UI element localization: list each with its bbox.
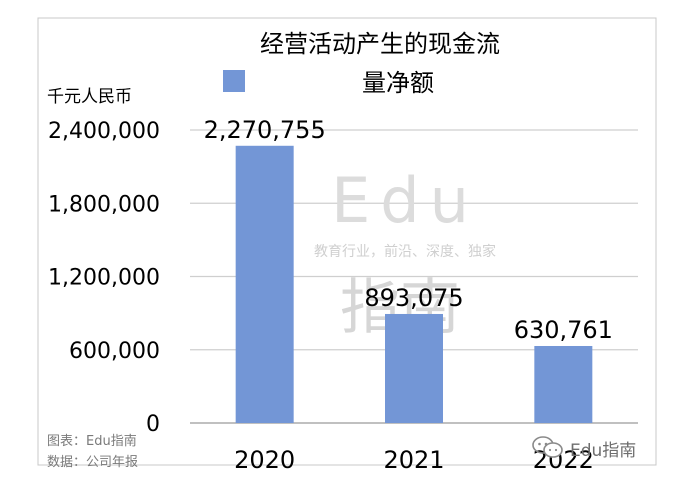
- y-axis-label: 千元人民币: [47, 87, 132, 107]
- y-tick-label: 600,000: [69, 339, 160, 364]
- credit-data: 数据：公司年报: [47, 455, 139, 470]
- y-tick-label: 2,400,000: [48, 119, 160, 144]
- bar-2022: [534, 345, 593, 423]
- wechat-bubble-icon: [532, 436, 563, 458]
- watermark-text: Edu: [331, 164, 479, 237]
- legend-label: 量净额: [362, 69, 434, 97]
- data-label: 893,075: [364, 284, 463, 312]
- bars: [235, 145, 593, 423]
- data-label: 2,270,755: [204, 116, 326, 144]
- x-tick-label: 2020: [234, 446, 295, 474]
- y-tick-label: 1,200,000: [48, 266, 160, 291]
- y-tick-label: 1,800,000: [48, 192, 160, 217]
- watermark-subtext: 教育行业，前沿、深度、独家: [314, 243, 496, 260]
- bar-2020: [235, 145, 294, 423]
- brand-watermark: Edu指南: [570, 441, 637, 461]
- y-tick-label: 0: [146, 412, 160, 437]
- labels: 0 600,000 1,200,000 1,800,000 2,400,000 2,270…: [47, 30, 613, 474]
- credit-chart: 图表：Edu指南: [47, 434, 137, 449]
- x-tick-label: 2022: [533, 446, 594, 474]
- data-label: 630,761: [514, 316, 613, 344]
- bar-2021: [385, 313, 443, 423]
- chart-border: [37, 17, 657, 466]
- legend-swatch: [223, 70, 245, 92]
- chart-title: 经营活动产生的现金流: [260, 30, 500, 58]
- x-tick-label: 2021: [383, 446, 444, 474]
